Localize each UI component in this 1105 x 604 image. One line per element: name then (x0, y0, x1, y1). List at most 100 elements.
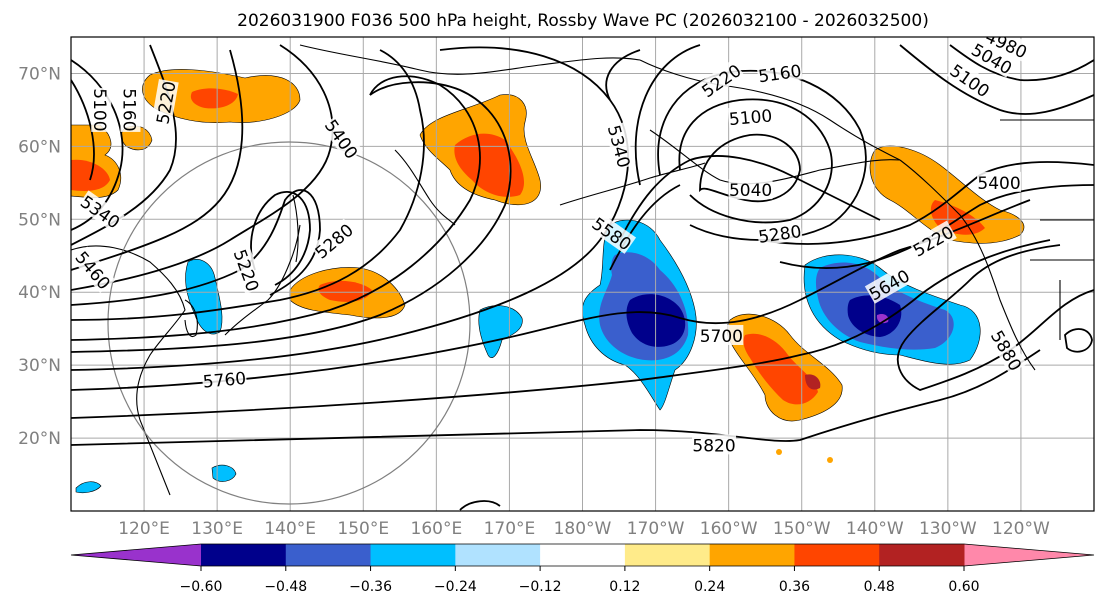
coastline-na-interior (1000, 119, 1094, 340)
contour-label-bg (977, 171, 1022, 192)
contour-label-bg (756, 219, 803, 246)
colorbar-segment (879, 544, 965, 566)
colorbar-segment (540, 544, 626, 566)
contour-label-bg (908, 220, 957, 260)
contour-label-bg (71, 246, 116, 293)
lon-tick-label: 130°W (919, 519, 977, 539)
contour-line (949, 44, 1094, 82)
shade-positive-core (318, 280, 372, 302)
longitude-labels: 120°E 130°E 140°E 150°E 160°E 170°E 180°W 170°W… (118, 519, 1050, 539)
colorbar-tick-label: 0.24 (694, 579, 725, 595)
shade-positive-dot (776, 449, 782, 455)
contour-label-bg (968, 38, 1017, 78)
colorbar-tick-label: 0.60 (948, 579, 979, 595)
lat-tick-label: 20°N (18, 429, 61, 449)
contour-label-bg (77, 190, 125, 233)
contour-label-bg (201, 366, 248, 391)
lon-tick-label: 140°W (846, 519, 904, 539)
coastline-sakhalin (292, 194, 299, 263)
lat-tick-label: 50°N (18, 210, 61, 230)
contour-line (71, 199, 1031, 391)
lon-tick-label: 120°E (118, 519, 170, 539)
lon-tick-label: 150°E (337, 519, 389, 539)
contour-label-bg (120, 87, 141, 132)
colorbar-tick-label: −0.24 (434, 579, 477, 595)
contour-line (759, 161, 1094, 245)
lat-tick-label: 70°N (18, 64, 61, 84)
colorbar-tick-label: −0.36 (349, 579, 392, 595)
shade-positive-core (190, 88, 238, 109)
lon-tick-label: 160°W (700, 519, 758, 539)
contour-label: 5700 (699, 324, 744, 347)
contour-label-bg (588, 212, 637, 254)
colorbar-extend-max (964, 544, 1094, 566)
coastline-alaska (639, 59, 901, 161)
height-contours (71, 44, 1094, 511)
lat-tick-label: 60°N (18, 137, 61, 157)
contour-label-bg (727, 104, 774, 129)
contour-label-text: 5760 (202, 369, 247, 393)
lon-tick-label: 140°E (264, 519, 316, 539)
contour-label: 5820 (692, 434, 737, 456)
contour-label: 5760 (201, 366, 248, 393)
colorbar-tick-label: 0.36 (779, 579, 810, 595)
contour-line (71, 81, 512, 353)
contour-line (605, 49, 641, 101)
map-frame (70, 36, 1095, 512)
contour-label-text: 5100 (728, 106, 773, 130)
lon-tick-label: 120°W (992, 519, 1050, 539)
contour-label-bg (982, 37, 1031, 62)
contour-line (71, 239, 1051, 419)
contour-label-bg (91, 87, 112, 132)
contour-label-bg (697, 59, 745, 101)
contour-label: 5160 (118, 87, 141, 132)
lat-tick-label: 30°N (18, 356, 61, 376)
colorbar-segment (794, 544, 880, 566)
contour-line (899, 44, 1094, 115)
coastline-kamchatka (394, 149, 456, 226)
colorbar-segment (709, 544, 795, 566)
contour-label-bg (756, 59, 803, 86)
contour-label-bg (230, 245, 265, 295)
shade-positive-core (454, 133, 525, 197)
reference-circle (107, 141, 471, 505)
lon-tick-label: 180°W (554, 519, 612, 539)
contour-label-bg (699, 324, 744, 345)
contour-label: 5280 (756, 219, 803, 248)
contour-line (71, 49, 244, 271)
contour-label-text: 5100 (89, 88, 109, 131)
contour-label-bg (987, 326, 1027, 375)
colorbar-segment (624, 544, 711, 566)
coastline-asia (71, 245, 186, 496)
coastline-na-west (899, 159, 1036, 371)
lon-tick-label: 170°E (484, 519, 536, 539)
colorbar-tick-label: −0.12 (519, 579, 562, 595)
contour-line (459, 500, 501, 511)
lon-tick-label: 160°E (411, 519, 463, 539)
chart-title: 2026031900 F036 500 hPa height, Rossby W… (237, 11, 929, 31)
coastline-aleutians (559, 162, 706, 206)
contour-label-bg (310, 218, 357, 263)
colorbar-tick-label: −0.60 (180, 579, 223, 595)
contour-label: 5400 (977, 171, 1022, 194)
contour-label: 5040 (728, 179, 773, 201)
contour-label-bg (692, 434, 737, 455)
contour-line (71, 46, 629, 371)
colorbar-segment (285, 544, 372, 566)
contour-line (71, 44, 334, 291)
colorbar-segment (455, 544, 541, 566)
contour-label-text: 5040 (729, 181, 772, 201)
coastline-korea (184, 299, 198, 338)
lon-tick-label: 130°E (191, 519, 243, 539)
contour-label: 5220 (151, 79, 181, 126)
colorbar: −0.60 −0.48 −0.36 −0.24 −0.12 0.12 0.24 0.36 0.4… (70, 543, 1095, 595)
contour-label-bg (728, 179, 773, 200)
lat-tick-label: 40°N (18, 283, 61, 303)
latitude-labels: 70°N 60°N 50°N 40°N 30°N 20°N (18, 64, 61, 449)
contour-label-bg (604, 122, 636, 170)
contour-label: 5100 (89, 87, 112, 132)
colorbar-segment (201, 544, 287, 566)
